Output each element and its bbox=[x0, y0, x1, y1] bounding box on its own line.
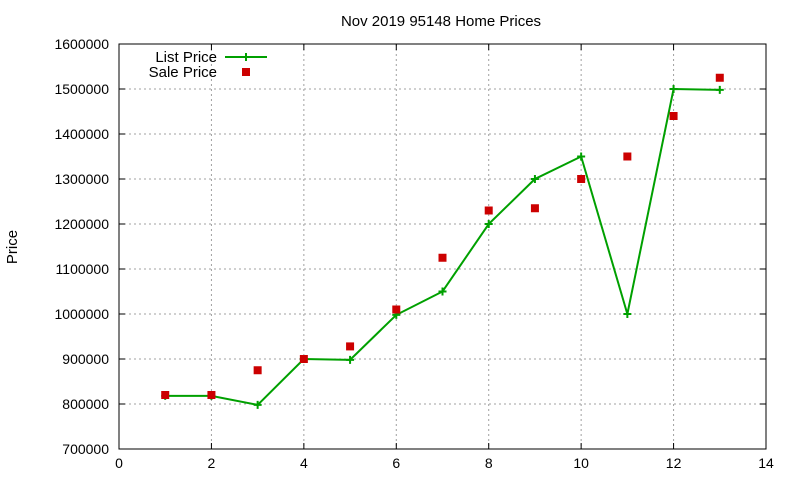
axis-ticks bbox=[118, 43, 767, 450]
data-point-square bbox=[484, 206, 493, 215]
data-point-square bbox=[161, 391, 170, 399]
x-tick-labels: 0 2 4 6 8 10 12 14 bbox=[115, 455, 774, 471]
data-point-square bbox=[530, 204, 539, 213]
legend-square-swatch bbox=[242, 68, 250, 76]
y-tick-labels: 700000 800000 900000 1000000 1100000 1200000 1… bbox=[54, 36, 109, 457]
data-point-cross bbox=[669, 85, 678, 93]
plot-frame bbox=[118, 43, 767, 450]
y-tick-label: 1400000 bbox=[54, 126, 109, 142]
data-point-square bbox=[299, 355, 308, 363]
x-tick-label: 14 bbox=[758, 455, 774, 471]
x-tick-label: 10 bbox=[573, 455, 589, 471]
x-tick-label: 4 bbox=[300, 455, 308, 471]
y-tick-label: 1600000 bbox=[54, 36, 109, 52]
x-tick-label: 2 bbox=[208, 455, 216, 471]
y-tick-label: 1500000 bbox=[54, 81, 109, 97]
data-point-cross bbox=[530, 175, 539, 183]
data-point-cross bbox=[253, 400, 262, 409]
data-point-square bbox=[669, 112, 678, 120]
data-point-square bbox=[715, 73, 724, 82]
legend-label: List Price bbox=[155, 49, 217, 66]
data-point-square bbox=[577, 175, 586, 183]
y-tick-label: 700000 bbox=[62, 441, 109, 457]
legend-label: Sale Price bbox=[149, 64, 217, 81]
x-tick-label: 12 bbox=[666, 455, 682, 471]
legend-item: List Price bbox=[155, 49, 267, 66]
chart-title: Nov 2019 95148 Home Prices bbox=[341, 13, 541, 30]
legend-cross-swatch bbox=[242, 53, 250, 61]
data-point-cross bbox=[438, 287, 447, 296]
data-point-cross bbox=[623, 310, 632, 318]
data-point-square bbox=[392, 305, 401, 314]
legend-item: Sale Price bbox=[149, 64, 250, 81]
data-point-cross bbox=[484, 220, 493, 228]
y-tick-label: 900000 bbox=[62, 351, 109, 367]
data-point-square bbox=[623, 152, 632, 161]
series-line bbox=[165, 87, 720, 406]
x-tick-label: 0 bbox=[115, 455, 123, 471]
data-point-square bbox=[207, 391, 216, 399]
data-point-square bbox=[346, 342, 355, 351]
data-point-square bbox=[438, 253, 447, 262]
y-tick-label: 1200000 bbox=[54, 216, 109, 232]
x-tick-label: 8 bbox=[485, 455, 493, 471]
y-tick-label: 800000 bbox=[62, 396, 109, 412]
grid bbox=[119, 44, 766, 449]
y-tick-label: 1000000 bbox=[54, 306, 109, 322]
data-point-square bbox=[253, 366, 262, 375]
y-axis-title: Price bbox=[4, 230, 21, 264]
data-point-cross bbox=[346, 355, 355, 364]
data-point-cross bbox=[715, 85, 724, 94]
data-point-cross bbox=[577, 152, 586, 161]
series-sale-price bbox=[161, 73, 724, 399]
x-tick-label: 6 bbox=[392, 455, 400, 471]
series bbox=[161, 73, 724, 409]
y-tick-label: 1300000 bbox=[54, 171, 109, 187]
y-tick-label: 1100000 bbox=[56, 261, 110, 277]
